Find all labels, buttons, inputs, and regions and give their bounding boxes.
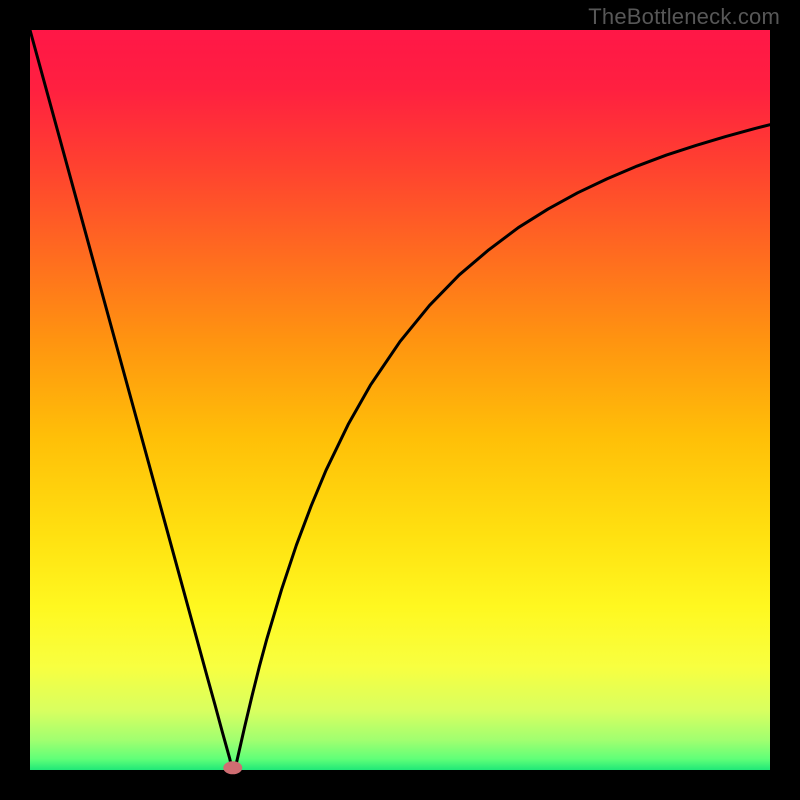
bottleneck-chart	[0, 0, 800, 800]
plot-gradient-background	[30, 30, 770, 770]
optimum-marker	[224, 762, 242, 774]
watermark-text: TheBottleneck.com	[588, 4, 780, 30]
